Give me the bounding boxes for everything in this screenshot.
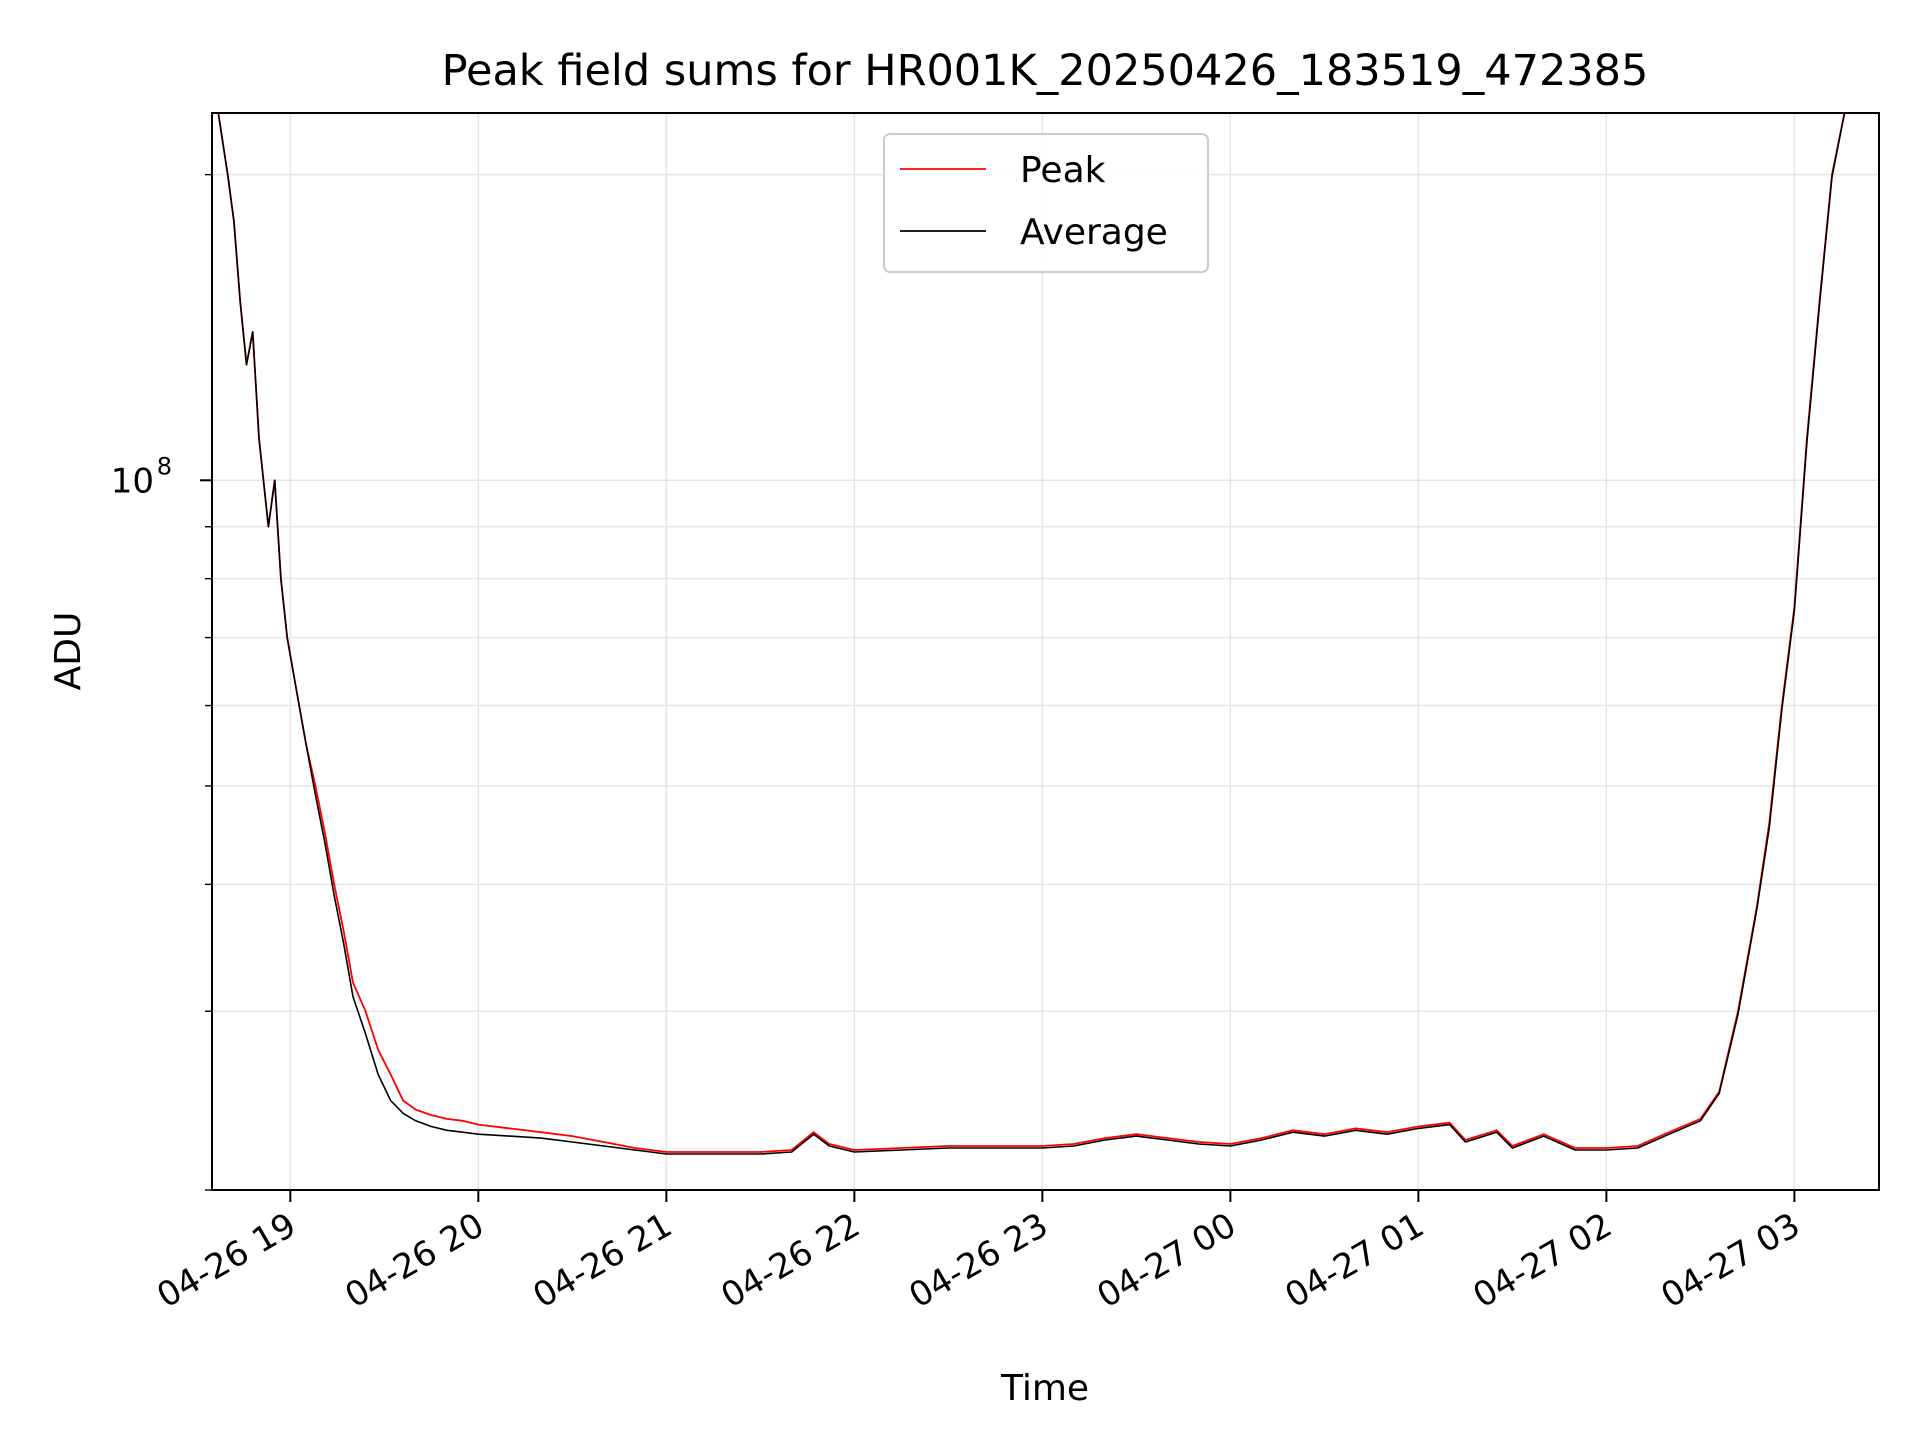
chart-title: Peak field sums for HR001K_20250426_1835… [442,46,1649,96]
y-axis-label: ADU [48,612,89,691]
average-series-line [217,112,1846,1155]
plot-frame [211,112,1880,1191]
y-tick-label: 10 [111,461,154,501]
legend-average-label: Average [1020,212,1168,253]
x-axis-label: Time [1000,1368,1089,1409]
y-axis: 10 8 [111,173,212,1191]
legend-peak-label: Peak [1020,150,1106,191]
y-tick-exponent: 8 [157,452,172,480]
legend: Peak Average [883,133,1209,273]
average-series [217,112,1846,1155]
